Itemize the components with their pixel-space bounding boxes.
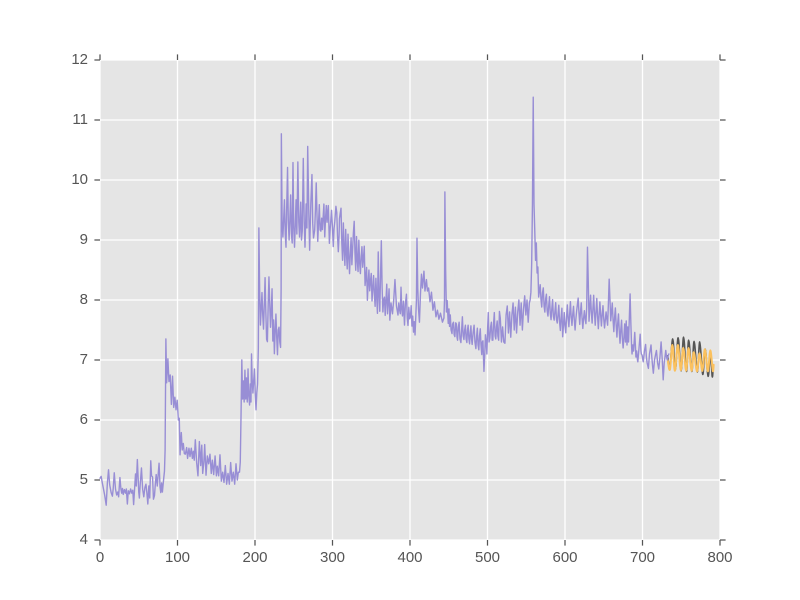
svg-text:9: 9 [80, 231, 88, 248]
svg-text:10: 10 [71, 171, 88, 188]
svg-text:400: 400 [397, 549, 422, 566]
svg-text:100: 100 [165, 549, 190, 566]
svg-text:5: 5 [80, 471, 88, 488]
svg-text:700: 700 [630, 549, 655, 566]
svg-text:0: 0 [96, 549, 104, 566]
svg-text:11: 11 [72, 111, 88, 128]
svg-text:500: 500 [475, 549, 500, 566]
svg-text:600: 600 [552, 549, 577, 566]
svg-text:12: 12 [71, 51, 88, 68]
svg-text:8: 8 [80, 291, 88, 308]
svg-text:800: 800 [707, 549, 732, 566]
svg-text:300: 300 [320, 549, 345, 566]
svg-text:6: 6 [80, 411, 88, 428]
svg-text:4: 4 [80, 531, 88, 548]
svg-text:7: 7 [80, 351, 88, 368]
svg-text:200: 200 [242, 549, 267, 566]
